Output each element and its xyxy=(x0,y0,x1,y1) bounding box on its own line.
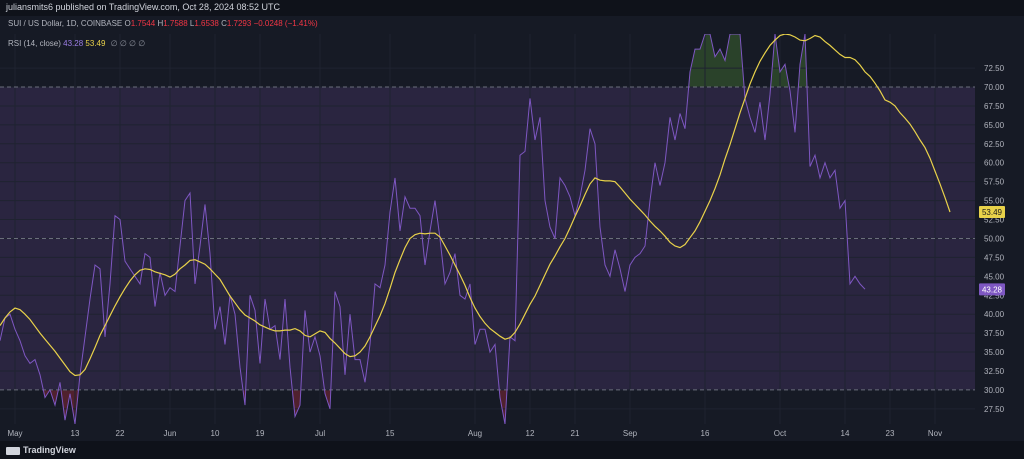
x-tick-label: Jun xyxy=(164,429,177,438)
x-tick-label: 13 xyxy=(71,429,80,438)
y-tick-label: 72.50 xyxy=(984,64,1005,73)
y-tick-label: 40.00 xyxy=(984,310,1005,319)
value-badges: 53.49 43.28 xyxy=(979,206,1005,296)
ma-last-value: 53.49 xyxy=(982,208,1003,217)
y-tick-label: 35.00 xyxy=(984,348,1005,357)
rsi-last-value: 43.28 xyxy=(982,285,1003,294)
y-tick-label: 42.50 xyxy=(984,291,1005,300)
y-tick-label: 50.00 xyxy=(984,234,1005,243)
tradingview-icon xyxy=(6,446,20,455)
close-value: 1.7293 xyxy=(226,19,252,28)
y-tick-label: 47.50 xyxy=(984,253,1005,262)
y-tick-label: 65.00 xyxy=(984,121,1005,130)
rsi-value: 43.28 xyxy=(63,39,84,48)
oversold-fill xyxy=(50,389,59,406)
series-layer xyxy=(0,34,951,424)
publish-info: juliansmits6 published on TradingView.co… xyxy=(6,2,280,12)
x-tick-label: Jul xyxy=(315,429,325,438)
y-axis: 27.50 30.00 32.50 35.00 37.50 40.00 42.50 45.00… xyxy=(984,64,1005,414)
low-value: 1.6538 xyxy=(194,19,219,28)
y-tick-label: 45.00 xyxy=(984,272,1005,281)
overbought-fill xyxy=(798,34,807,88)
x-axis: May 13 22 Jun 10 19 Jul 15 Aug 12 21 Sep 16 Oct 14 23 No… xyxy=(7,429,942,438)
y-tick-label: 37.50 xyxy=(984,329,1005,338)
rsi-last-value-bg xyxy=(979,283,1005,296)
indicator-legend[interactable]: RSI (14, close) 43.28 53.49 ∅ ∅ ∅ ∅ xyxy=(8,39,145,48)
y-tick-label: 27.50 xyxy=(984,405,1005,414)
high-value: 1.7588 xyxy=(163,19,188,28)
rsi-line xyxy=(0,34,866,424)
x-tick-label: 15 xyxy=(386,429,395,438)
y-tick-label: 52.50 xyxy=(984,216,1005,225)
y-tick-label: 32.50 xyxy=(984,367,1005,376)
x-tick-label: 22 xyxy=(116,429,125,438)
brand-name: TradingView xyxy=(23,445,76,455)
x-tick-label: Nov xyxy=(928,429,942,438)
ma-line xyxy=(0,34,951,377)
x-tick-label: Sep xyxy=(623,429,638,438)
open-label: O xyxy=(124,19,131,28)
overbought-fill xyxy=(770,34,790,88)
top-bar xyxy=(0,0,1024,16)
indicator-name: RSI (14, close) xyxy=(8,39,61,48)
y-tick-label: 60.00 xyxy=(984,159,1005,168)
x-tick-label: 23 xyxy=(886,429,895,438)
na-icons: ∅ ∅ ∅ ∅ xyxy=(110,39,146,48)
x-tick-label: May xyxy=(7,429,22,438)
x-tick-label: 10 xyxy=(211,429,220,438)
symbol-name: SUI / US Dollar, 1D, COINBASE xyxy=(8,19,123,28)
ma-last-value-bg xyxy=(979,206,1005,219)
y-tick-label: 57.50 xyxy=(984,178,1005,187)
y-tick-label: 70.00 xyxy=(984,83,1005,92)
y-tick-label: 62.50 xyxy=(984,140,1005,149)
low-label: L xyxy=(189,19,195,28)
y-tick-label: 67.50 xyxy=(984,102,1005,111)
x-tick-label: 21 xyxy=(571,429,580,438)
overbought-fill xyxy=(688,34,745,88)
y-tick-label: 55.00 xyxy=(984,197,1005,206)
y-tick-label: 30.00 xyxy=(984,386,1005,395)
close-label: C xyxy=(221,19,227,28)
x-tick-label: Aug xyxy=(468,429,482,438)
tradingview-logo[interactable]: TradingView xyxy=(6,445,76,455)
x-tick-label: 14 xyxy=(841,429,850,438)
x-tick-label: 16 xyxy=(701,429,710,438)
x-tick-label: Oct xyxy=(774,429,787,438)
oversold-fill xyxy=(324,389,331,409)
open-value: 1.7544 xyxy=(130,19,156,28)
ma-value: 53.49 xyxy=(85,39,106,48)
background-layer xyxy=(0,34,975,424)
grid-layer xyxy=(0,34,975,424)
high-label: H xyxy=(157,19,164,28)
bottom-bar xyxy=(0,441,1024,459)
change-value: −0.0248 (−1.41%) xyxy=(253,19,318,28)
x-tick-label: 12 xyxy=(526,429,535,438)
x-tick-label: 19 xyxy=(256,429,265,438)
symbol-legend[interactable]: SUI / US Dollar, 1D, COINBASE O1.7544 H1… xyxy=(8,19,318,28)
